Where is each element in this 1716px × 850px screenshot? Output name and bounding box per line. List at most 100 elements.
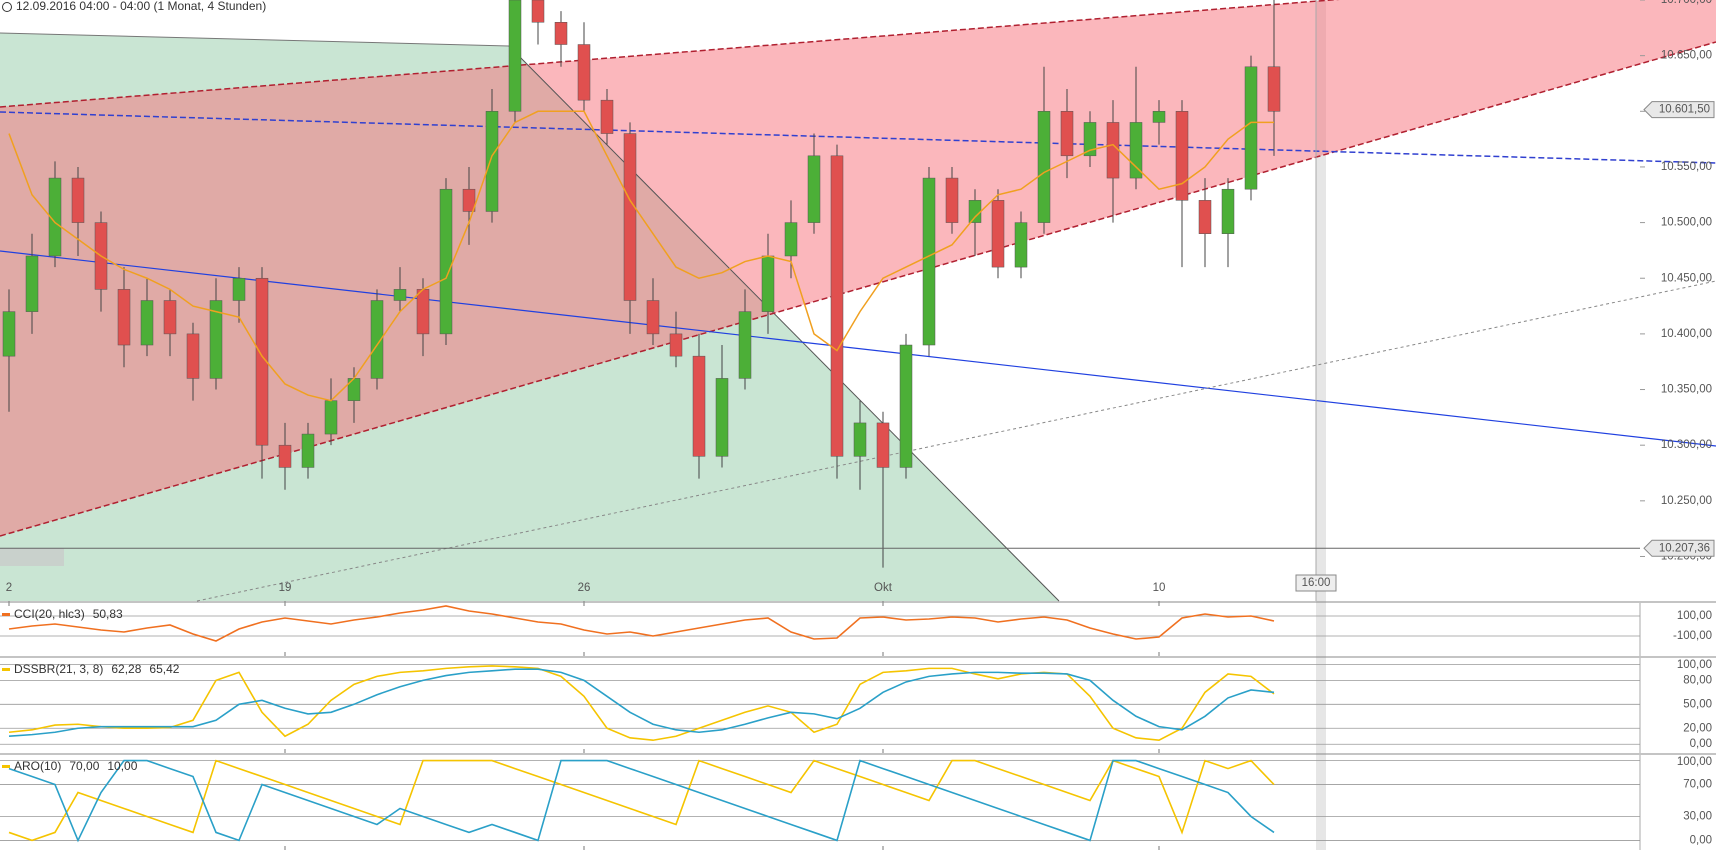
candle-body [462,188,476,212]
candle-body [991,200,1005,268]
candle-body [278,444,292,468]
candle-body [1175,111,1189,201]
candle-body [899,344,913,468]
candle-body [25,255,39,312]
candle-body [761,255,775,312]
candle-body [163,300,177,335]
y-tick-label: 0,00 [1690,738,1712,750]
candle-body [48,177,62,257]
y-tick-label: 80,00 [1683,674,1712,686]
candle-body [692,355,706,457]
legend-readout: 10,00 [107,759,137,773]
y-tick-label: 10.250,00 [1661,495,1712,507]
legend-readout: 70,00 [69,759,99,773]
candle-body [1221,188,1235,234]
candle-body [439,188,453,335]
toolbar-bg[interactable] [0,548,64,566]
indicator-line [8,759,1275,843]
candle-body [623,133,637,301]
candle-body [945,177,959,223]
candle-body [117,289,131,346]
drawing-line [0,32,510,47]
y-tick-label: 10.300,00 [1661,439,1712,451]
drawing-line [0,0,1340,108]
price-tag [1643,539,1715,557]
candle-body [876,422,890,468]
y-tick-label: 10.350,00 [1661,384,1712,396]
legend-readout: 50,83 [93,607,123,621]
y-tick-label: 70,00 [1683,779,1712,791]
candle-body [1014,222,1028,268]
candle-body [646,300,660,335]
y-tick-label: 10.550,00 [1661,161,1712,173]
candle-body [600,99,614,134]
y-tick-label: 30,00 [1683,811,1712,823]
x-tick-label: 10 [1153,582,1166,594]
legend-swatch [2,613,10,616]
legend-title: ARO(10) [14,759,61,773]
y-tick-label: 10.400,00 [1661,328,1712,340]
candle-body [324,400,338,435]
candle-body [1129,122,1143,179]
candle-body [2,311,16,357]
candle-body [255,277,269,446]
moving-average [8,110,1274,402]
candle-body [1083,122,1097,157]
indicator-line [8,605,1275,642]
drawing-line [196,280,1716,602]
legend-readout: 62,28 [111,662,141,676]
candle-body [393,289,407,301]
y-tick-label: 10.450,00 [1661,272,1712,284]
price-tag-label: 10.207,36 [1659,542,1710,554]
candle-body [784,222,798,257]
indicator-line [8,668,1275,738]
candle-body [968,200,982,223]
candle-body [715,378,729,457]
candle-body [1152,111,1166,123]
legend-title: DSSBR(21, 3, 8) [14,662,103,676]
candle-body [577,44,591,101]
y-tick-label: 20,00 [1683,722,1712,734]
candle-body [830,155,844,457]
x-tick-label: Okt [874,582,893,594]
legend-swatch [2,765,10,768]
y-tick-label: 10.650,00 [1661,50,1712,62]
candle-body [416,289,430,335]
x-tick-label: 19 [279,582,292,594]
y-tick-label: 0,00 [1690,834,1712,846]
drawing-line [0,250,1716,447]
cursor-label: 16:00 [1302,577,1331,589]
candle-body [853,422,867,457]
candle-body [554,22,568,45]
candle-body [485,111,499,212]
y-tick-label: 100,00 [1677,659,1712,671]
y-tick-label: -100,00 [1673,630,1712,642]
candle-body [140,300,154,346]
y-tick-label: 10.700,00 [1661,0,1712,6]
candle-body [1267,66,1281,112]
candle-body [531,0,545,23]
y-tick-label: 100,00 [1677,756,1712,768]
candle-body [1198,200,1212,234]
candle-body [232,277,246,301]
candle-body [669,333,683,357]
clock-icon [2,2,12,12]
indicator-line [8,759,1275,842]
y-tick-label: 100,00 [1677,610,1712,622]
candle-body [1244,66,1258,190]
drawing-line [0,111,1716,164]
candle-body [186,333,200,379]
legend-swatch [2,668,10,671]
y-tick-label: 50,00 [1683,698,1712,710]
drawing-wedge [0,0,1716,536]
legend-title: CCI(20, hlc3) [14,607,85,621]
indicator-line [8,665,1275,742]
candle-body [922,177,936,346]
toolbar[interactable] [0,548,64,566]
legend-readout: 65,42 [149,662,179,676]
cursor-band [1316,0,1326,850]
x-tick-label: 2 [6,582,12,594]
chart-title: 12.09.2016 04:00 - 04:00 (1 Monat, 4 Stu… [16,0,266,13]
candle-body [71,177,85,223]
